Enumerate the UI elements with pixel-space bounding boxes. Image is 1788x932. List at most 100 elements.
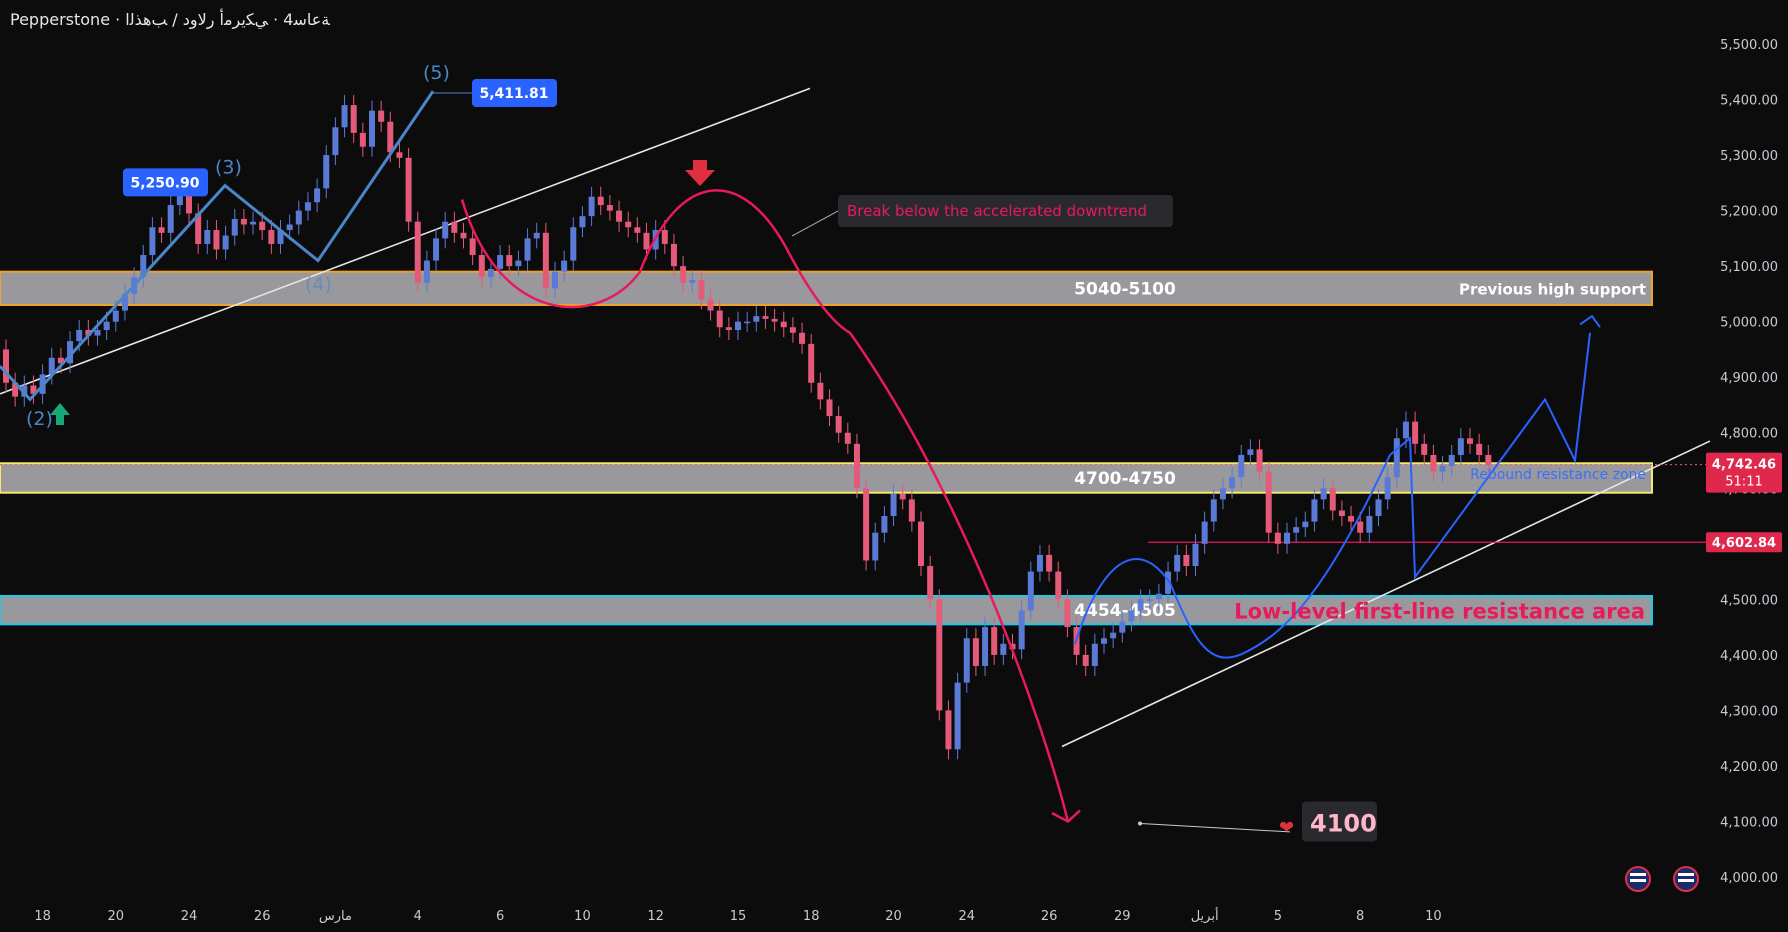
break-annotation-leader [791,210,839,237]
candle-body [1357,521,1364,533]
x-tick-label: 20 [108,909,125,924]
candle-body [158,227,165,233]
candle-body [350,105,357,133]
candle-body [222,235,229,250]
x-tick-label: 26 [1041,909,1058,924]
candle-body [167,205,174,233]
zone-2 [0,595,1653,626]
candle-body [570,227,577,261]
flag-icon-2-stripe [1678,873,1694,876]
y-tick-label: 4,200.00 [1720,760,1778,775]
x-tick-label: 24 [958,909,975,924]
candle-body [1165,571,1172,594]
candle-body [378,110,385,122]
candle-body [451,221,458,233]
candle-body [121,293,128,311]
x-tick-label: 29 [1114,909,1131,924]
candle-body [597,196,604,206]
candle-body [1467,438,1473,444]
candle-body [1430,454,1437,472]
x-tick-label: 26 [254,909,271,924]
candle-body [1119,621,1126,633]
candle-body [1174,554,1181,572]
candle-body [963,638,970,683]
candle-body [588,196,595,217]
zone-side-label-1: Rebound resistance zone [1470,467,1646,483]
candle-body [460,232,467,239]
x-tick-label: 15 [730,909,747,924]
candle-body [634,227,641,233]
candle-body [872,532,879,561]
candle-body [259,221,266,231]
countdown-text: 51:11 [1725,475,1762,490]
projection-curve [848,332,1070,822]
candle-body [1457,438,1464,455]
candle-body [1155,593,1162,600]
y-tick-label: 5,400.00 [1720,94,1778,109]
flag-icon-2-stripe2 [1678,879,1694,882]
level-price-text: 4,602.84 [1712,536,1776,551]
candle-body [1229,477,1236,489]
price-tag-wave3-text: 5,250.90 [130,175,199,191]
candle-body [725,327,732,330]
y-tick-label: 5,100.00 [1720,260,1778,275]
x-tick-label: 10 [1425,909,1442,924]
source-title: Pepperstone · ﺔﻋﺎﺳ4 · ﻲﻜﻳﺮﻣﺃ ﺭﻻﻭﺩ / ﺐﻫﺬﻟ… [10,10,330,29]
candle-body [3,349,9,383]
y-tick-label: 4,300.00 [1720,704,1778,719]
candle-body [927,566,934,600]
candle-body [149,227,156,256]
target-text: 4100 [1310,809,1377,837]
zone-side-label-0: Previous high support [1459,280,1646,298]
candle-body [844,432,851,444]
candle-body [762,316,769,319]
current-price-badge [1706,452,1782,493]
x-tick-label: 4 [414,909,422,924]
candle-body [1284,532,1290,544]
candle-body [1329,488,1336,511]
x-tick-label: 6 [496,909,504,924]
candle-body [1009,643,1016,650]
candle-body [442,221,449,239]
candle-body [808,343,815,383]
target-leader [1139,822,1291,833]
candle-body [240,218,247,225]
zone-1 [0,462,1653,494]
candle-body [1439,466,1446,472]
candle-body [48,357,55,375]
y-tick-label: 5,200.00 [1720,205,1778,220]
candle-body [204,230,211,244]
candle-body [231,218,238,236]
candle-body [908,499,915,522]
candle-body [1146,599,1153,601]
candle-body [1274,532,1281,544]
candle-body [213,230,220,250]
candle-body [76,329,83,342]
candle-body [1485,454,1492,465]
candle-body [954,682,961,750]
y-tick-label: 4,100.00 [1720,815,1778,830]
candle-body [1036,554,1043,572]
projection-arrowhead [1051,809,1081,823]
candle-body [799,332,806,344]
candle-body [57,357,64,364]
candle-body [12,382,19,397]
candle-body [1393,438,1400,478]
candle-body [991,627,998,655]
target-dot [1138,821,1142,826]
candle-body [176,193,183,206]
down-arrow-icon [685,160,715,186]
x-tick-label: 8 [1356,909,1364,924]
candle-body [735,321,741,330]
flag-icon-1-stripe [1630,873,1646,876]
candle-body [423,260,430,283]
candle-body [689,280,696,283]
candle-body [1064,599,1071,628]
candle-body [1238,454,1245,478]
candle-body [414,221,421,283]
target-box [1302,801,1377,842]
candle-body [94,329,101,336]
candle-body [661,230,668,244]
candle-body [918,521,924,567]
